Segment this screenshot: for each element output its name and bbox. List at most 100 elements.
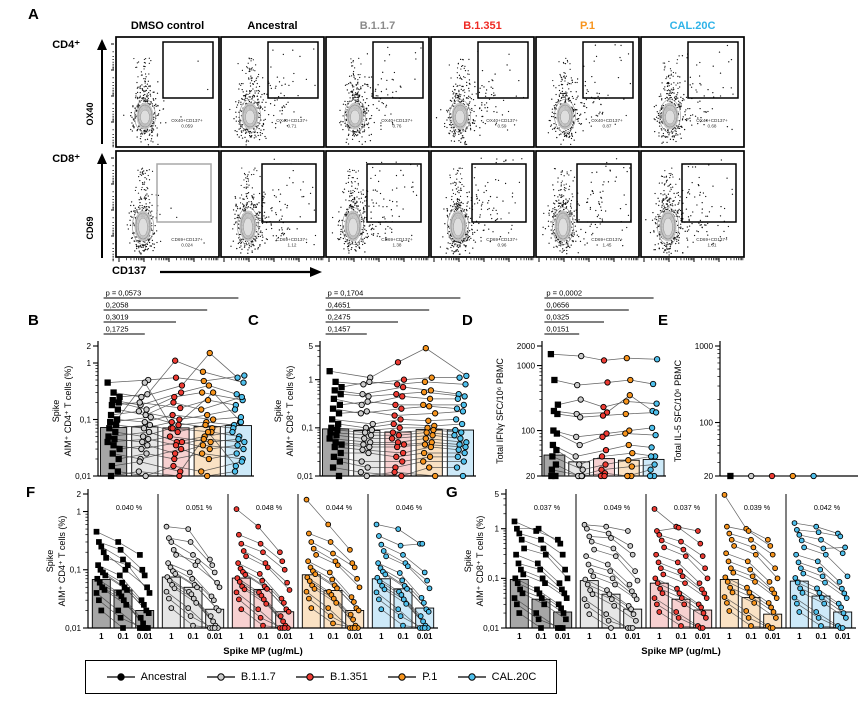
data-point	[336, 401, 344, 409]
y-tick-label: 0,1	[80, 415, 92, 424]
data-point	[426, 585, 433, 592]
data-point	[338, 441, 345, 448]
data-point	[799, 590, 806, 596]
data-point	[146, 590, 153, 596]
data-point	[110, 389, 117, 396]
data-point	[259, 577, 266, 584]
data-point	[116, 445, 123, 453]
data-point	[234, 442, 241, 449]
data-point	[209, 562, 216, 569]
data-point	[675, 615, 682, 621]
plot-F: Spike AIM⁺ CD4⁺ T cells (%) 2 1 0,1 0,01 0.040…	[45, 489, 438, 657]
data-point	[793, 551, 799, 558]
data-point	[403, 600, 410, 607]
x-tick-label: 1	[309, 632, 314, 641]
group-mean-annotation: 0.051 %	[186, 503, 213, 512]
data-point	[648, 424, 656, 432]
data-point	[815, 615, 822, 621]
data-point	[277, 613, 284, 619]
y-axis-label: Total IL-5 SFC/10⁶ PBMC	[673, 359, 683, 462]
x-tick-label: 1	[517, 632, 522, 641]
panel-a-label: A	[28, 6, 39, 23]
data-point	[264, 564, 271, 571]
p-value: 0,4651	[328, 301, 351, 310]
gate-label: OX40+CD137+	[486, 118, 518, 123]
data-point	[463, 372, 470, 380]
data-point	[234, 374, 241, 381]
data-point	[395, 526, 402, 532]
data-point	[172, 442, 180, 449]
gate-label: CD69+CD137+	[171, 237, 203, 242]
data-point	[393, 453, 400, 460]
data-point	[456, 441, 463, 448]
data-point	[170, 546, 177, 553]
data-point	[277, 549, 283, 556]
data-point	[190, 552, 196, 558]
data-point	[745, 528, 752, 534]
data-point	[652, 409, 660, 416]
data-point	[632, 568, 638, 574]
data-point	[360, 381, 367, 388]
data-point	[256, 571, 263, 577]
data-point	[107, 411, 115, 419]
data-point	[206, 349, 213, 357]
data-point	[392, 401, 399, 409]
data-point	[368, 426, 376, 434]
data-point	[174, 428, 181, 436]
data-point	[723, 550, 729, 557]
x-tick-label: 1	[727, 632, 732, 641]
data-point	[795, 559, 802, 566]
panel-c-label: C	[248, 312, 259, 329]
data-point	[122, 566, 129, 573]
data-point	[658, 537, 665, 544]
data-point	[602, 446, 610, 454]
data-point	[142, 411, 149, 419]
data-point	[100, 549, 107, 556]
p-value: p = 0,1704	[328, 289, 364, 298]
data-point	[139, 566, 146, 573]
y-tick-label: 1	[76, 507, 81, 516]
data-point	[725, 558, 732, 565]
gate-rect	[372, 41, 424, 99]
data-point	[238, 540, 245, 547]
flow-plot-1-2: CD69+CD137+1.38	[325, 150, 430, 262]
data-point	[750, 544, 757, 551]
data-point	[810, 472, 817, 480]
x-tick-label: 1	[239, 632, 244, 641]
data-point	[560, 610, 567, 616]
data-point	[653, 400, 660, 407]
data-point	[460, 458, 467, 465]
data-point	[263, 600, 270, 607]
group-mean-annotation: 0.049 %	[604, 503, 631, 512]
data-point	[333, 600, 340, 606]
data-point	[817, 566, 824, 573]
data-point	[198, 406, 205, 413]
data-point	[634, 577, 641, 584]
x-tick-label: 0.01	[555, 632, 571, 641]
gate-rect	[477, 41, 529, 99]
data-point	[576, 441, 583, 449]
data-point	[142, 472, 149, 480]
data-point	[579, 466, 586, 473]
gate-rect	[261, 163, 317, 223]
data-point	[135, 468, 143, 475]
data-point	[728, 536, 735, 543]
data-point	[400, 376, 408, 383]
y-tick-label: 1000	[695, 342, 714, 351]
data-point	[123, 601, 130, 608]
data-point	[115, 607, 122, 614]
flow-plot-0-3: OX40+CD137+0.59	[430, 36, 535, 148]
data-point	[171, 585, 178, 592]
data-point	[791, 520, 798, 526]
data-point	[281, 625, 288, 631]
data-point	[305, 558, 311, 565]
data-point	[366, 378, 373, 386]
data-point	[514, 580, 521, 587]
data-point	[187, 539, 194, 545]
data-point	[520, 571, 527, 578]
data-point	[584, 602, 590, 609]
gate-label: CD69+CD137+	[381, 237, 413, 242]
y-axis-label: Total IFNγ SFC/10⁶ PBMC	[495, 358, 505, 464]
data-point	[357, 410, 365, 417]
data-point	[553, 430, 561, 437]
